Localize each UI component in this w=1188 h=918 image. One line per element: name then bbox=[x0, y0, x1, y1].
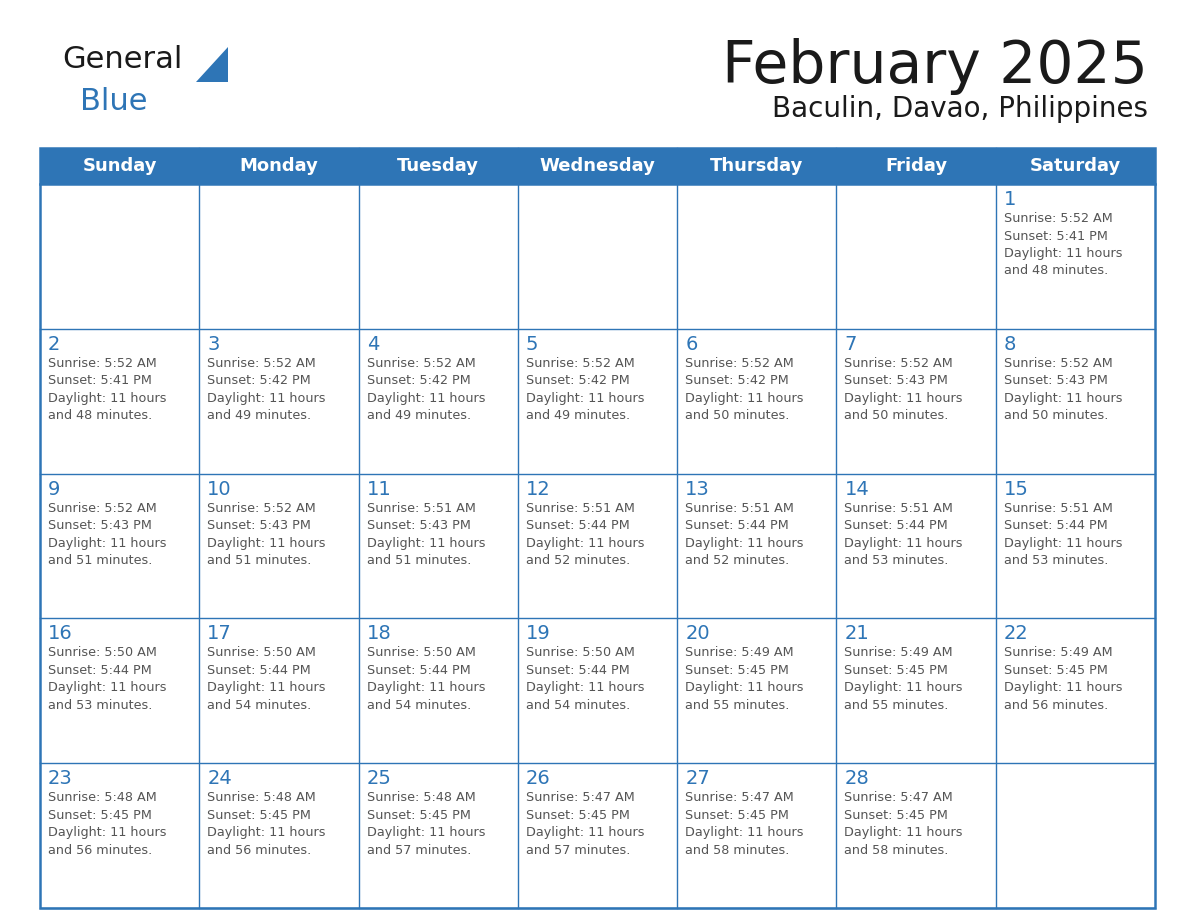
Text: 19: 19 bbox=[526, 624, 550, 644]
Text: Sunrise: 5:52 AM
Sunset: 5:42 PM
Daylight: 11 hours
and 49 minutes.: Sunrise: 5:52 AM Sunset: 5:42 PM Dayligh… bbox=[367, 357, 485, 422]
Polygon shape bbox=[196, 47, 228, 82]
Text: Sunrise: 5:51 AM
Sunset: 5:43 PM
Daylight: 11 hours
and 51 minutes.: Sunrise: 5:51 AM Sunset: 5:43 PM Dayligh… bbox=[367, 501, 485, 567]
Text: 7: 7 bbox=[845, 335, 857, 353]
Text: Baculin, Davao, Philippines: Baculin, Davao, Philippines bbox=[772, 95, 1148, 123]
Text: 20: 20 bbox=[685, 624, 709, 644]
Bar bbox=[40, 148, 1155, 908]
Text: Tuesday: Tuesday bbox=[397, 157, 479, 175]
Text: 4: 4 bbox=[367, 335, 379, 353]
Text: 2: 2 bbox=[48, 335, 61, 353]
Text: 6: 6 bbox=[685, 335, 697, 353]
Text: 15: 15 bbox=[1004, 479, 1029, 498]
Text: Sunrise: 5:51 AM
Sunset: 5:44 PM
Daylight: 11 hours
and 52 minutes.: Sunrise: 5:51 AM Sunset: 5:44 PM Dayligh… bbox=[526, 501, 644, 567]
Text: Sunrise: 5:49 AM
Sunset: 5:45 PM
Daylight: 11 hours
and 55 minutes.: Sunrise: 5:49 AM Sunset: 5:45 PM Dayligh… bbox=[845, 646, 963, 711]
Text: Sunrise: 5:47 AM
Sunset: 5:45 PM
Daylight: 11 hours
and 58 minutes.: Sunrise: 5:47 AM Sunset: 5:45 PM Dayligh… bbox=[845, 791, 963, 856]
Text: 11: 11 bbox=[367, 479, 391, 498]
Text: Sunrise: 5:51 AM
Sunset: 5:44 PM
Daylight: 11 hours
and 52 minutes.: Sunrise: 5:51 AM Sunset: 5:44 PM Dayligh… bbox=[685, 501, 803, 567]
Text: Sunrise: 5:48 AM
Sunset: 5:45 PM
Daylight: 11 hours
and 56 minutes.: Sunrise: 5:48 AM Sunset: 5:45 PM Dayligh… bbox=[48, 791, 166, 856]
Text: Sunrise: 5:50 AM
Sunset: 5:44 PM
Daylight: 11 hours
and 54 minutes.: Sunrise: 5:50 AM Sunset: 5:44 PM Dayligh… bbox=[526, 646, 644, 711]
Text: Sunrise: 5:51 AM
Sunset: 5:44 PM
Daylight: 11 hours
and 53 minutes.: Sunrise: 5:51 AM Sunset: 5:44 PM Dayligh… bbox=[845, 501, 963, 567]
Text: Blue: Blue bbox=[80, 87, 147, 116]
Text: Sunrise: 5:47 AM
Sunset: 5:45 PM
Daylight: 11 hours
and 57 minutes.: Sunrise: 5:47 AM Sunset: 5:45 PM Dayligh… bbox=[526, 791, 644, 856]
Text: Thursday: Thursday bbox=[710, 157, 803, 175]
Text: Sunrise: 5:50 AM
Sunset: 5:44 PM
Daylight: 11 hours
and 53 minutes.: Sunrise: 5:50 AM Sunset: 5:44 PM Dayligh… bbox=[48, 646, 166, 711]
Text: Sunrise: 5:52 AM
Sunset: 5:42 PM
Daylight: 11 hours
and 49 minutes.: Sunrise: 5:52 AM Sunset: 5:42 PM Dayligh… bbox=[526, 357, 644, 422]
Text: 3: 3 bbox=[207, 335, 220, 353]
Text: 28: 28 bbox=[845, 769, 870, 789]
Text: Sunrise: 5:52 AM
Sunset: 5:41 PM
Daylight: 11 hours
and 48 minutes.: Sunrise: 5:52 AM Sunset: 5:41 PM Dayligh… bbox=[1004, 212, 1123, 277]
Text: Sunrise: 5:52 AM
Sunset: 5:43 PM
Daylight: 11 hours
and 50 minutes.: Sunrise: 5:52 AM Sunset: 5:43 PM Dayligh… bbox=[845, 357, 963, 422]
Text: Saturday: Saturday bbox=[1030, 157, 1121, 175]
Text: Sunrise: 5:52 AM
Sunset: 5:43 PM
Daylight: 11 hours
and 50 minutes.: Sunrise: 5:52 AM Sunset: 5:43 PM Dayligh… bbox=[1004, 357, 1123, 422]
Text: 10: 10 bbox=[207, 479, 232, 498]
Text: 12: 12 bbox=[526, 479, 550, 498]
Text: 17: 17 bbox=[207, 624, 232, 644]
Text: 23: 23 bbox=[48, 769, 72, 789]
Text: Sunrise: 5:52 AM
Sunset: 5:42 PM
Daylight: 11 hours
and 49 minutes.: Sunrise: 5:52 AM Sunset: 5:42 PM Dayligh… bbox=[207, 357, 326, 422]
Text: Sunday: Sunday bbox=[82, 157, 157, 175]
Text: General: General bbox=[62, 45, 183, 74]
Text: Sunrise: 5:49 AM
Sunset: 5:45 PM
Daylight: 11 hours
and 56 minutes.: Sunrise: 5:49 AM Sunset: 5:45 PM Dayligh… bbox=[1004, 646, 1123, 711]
Text: 13: 13 bbox=[685, 479, 710, 498]
Text: 24: 24 bbox=[207, 769, 232, 789]
Text: Sunrise: 5:48 AM
Sunset: 5:45 PM
Daylight: 11 hours
and 57 minutes.: Sunrise: 5:48 AM Sunset: 5:45 PM Dayligh… bbox=[367, 791, 485, 856]
Text: 27: 27 bbox=[685, 769, 710, 789]
Text: Sunrise: 5:50 AM
Sunset: 5:44 PM
Daylight: 11 hours
and 54 minutes.: Sunrise: 5:50 AM Sunset: 5:44 PM Dayligh… bbox=[367, 646, 485, 711]
Text: Sunrise: 5:52 AM
Sunset: 5:41 PM
Daylight: 11 hours
and 48 minutes.: Sunrise: 5:52 AM Sunset: 5:41 PM Dayligh… bbox=[48, 357, 166, 422]
Text: Sunrise: 5:48 AM
Sunset: 5:45 PM
Daylight: 11 hours
and 56 minutes.: Sunrise: 5:48 AM Sunset: 5:45 PM Dayligh… bbox=[207, 791, 326, 856]
Text: 26: 26 bbox=[526, 769, 550, 789]
Bar bbox=[40, 148, 1155, 184]
Text: Sunrise: 5:52 AM
Sunset: 5:42 PM
Daylight: 11 hours
and 50 minutes.: Sunrise: 5:52 AM Sunset: 5:42 PM Dayligh… bbox=[685, 357, 803, 422]
Text: 21: 21 bbox=[845, 624, 870, 644]
Text: 9: 9 bbox=[48, 479, 61, 498]
Text: Wednesday: Wednesday bbox=[539, 157, 656, 175]
Text: Sunrise: 5:49 AM
Sunset: 5:45 PM
Daylight: 11 hours
and 55 minutes.: Sunrise: 5:49 AM Sunset: 5:45 PM Dayligh… bbox=[685, 646, 803, 711]
Text: Monday: Monday bbox=[240, 157, 318, 175]
Text: 25: 25 bbox=[367, 769, 392, 789]
Text: 1: 1 bbox=[1004, 190, 1016, 209]
Text: Sunrise: 5:47 AM
Sunset: 5:45 PM
Daylight: 11 hours
and 58 minutes.: Sunrise: 5:47 AM Sunset: 5:45 PM Dayligh… bbox=[685, 791, 803, 856]
Text: 16: 16 bbox=[48, 624, 72, 644]
Text: 5: 5 bbox=[526, 335, 538, 353]
Text: Sunrise: 5:51 AM
Sunset: 5:44 PM
Daylight: 11 hours
and 53 minutes.: Sunrise: 5:51 AM Sunset: 5:44 PM Dayligh… bbox=[1004, 501, 1123, 567]
Text: Sunrise: 5:52 AM
Sunset: 5:43 PM
Daylight: 11 hours
and 51 minutes.: Sunrise: 5:52 AM Sunset: 5:43 PM Dayligh… bbox=[48, 501, 166, 567]
Text: Sunrise: 5:50 AM
Sunset: 5:44 PM
Daylight: 11 hours
and 54 minutes.: Sunrise: 5:50 AM Sunset: 5:44 PM Dayligh… bbox=[207, 646, 326, 711]
Text: Friday: Friday bbox=[885, 157, 947, 175]
Text: 22: 22 bbox=[1004, 624, 1029, 644]
Text: February 2025: February 2025 bbox=[722, 38, 1148, 95]
Text: 18: 18 bbox=[367, 624, 391, 644]
Text: Sunrise: 5:52 AM
Sunset: 5:43 PM
Daylight: 11 hours
and 51 minutes.: Sunrise: 5:52 AM Sunset: 5:43 PM Dayligh… bbox=[207, 501, 326, 567]
Text: 14: 14 bbox=[845, 479, 870, 498]
Text: 8: 8 bbox=[1004, 335, 1016, 353]
